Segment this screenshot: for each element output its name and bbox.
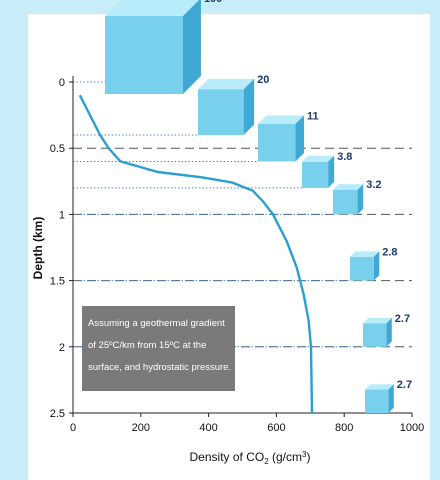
cube-side-face [373,251,380,281]
cube-label: 100 [204,0,222,5]
annotation-background [82,306,235,391]
annotation-line: Assuming a geothermal gradient [88,318,225,329]
x-tick-label: 600 [267,422,285,434]
cube-front-face [302,161,329,188]
cube-side-face [386,318,392,347]
x-tick-label: 400 [199,422,217,434]
cube-top-face [198,78,255,90]
density-curve-layer [78,94,314,414]
y-tick-label: 2.5 [50,408,65,420]
cube-top-face [105,0,200,16]
y-tick-label: 0 [59,77,65,89]
cube-label: 2.7 [397,379,412,391]
cube-side-face [357,184,364,215]
annotation-line: surface, and hydrostatic pressure. [88,362,231,373]
cube-top-face [258,115,305,124]
y-tick-label: 1.5 [50,276,65,288]
annotation-box: Assuming a geothermal gradient of 25ºC/km… [82,306,235,391]
annotation-line: of 25ºC/km from 15ºC at the [88,340,206,351]
cube-label: 2.8 [382,246,397,258]
cube-side-face [295,115,305,162]
x-tick-label: 1000 [400,422,424,434]
cube-label: 11 [307,110,319,122]
x-axis-title: Density of CO2 (g/cm3) [190,450,311,466]
y-tick-label: 2 [59,342,65,354]
cube-top-face [333,184,364,190]
cube-side-face [183,0,201,94]
x-tick-label: 800 [335,422,353,434]
x-tick-label: 0 [70,422,76,434]
cube-top-face [350,251,380,257]
density-curve [78,94,314,414]
cube-front-face [198,89,244,135]
y-tick-label: 1 [59,209,65,221]
y-tick-label: 0.5 [50,143,65,155]
cube-front-face [333,189,358,215]
cube-label: 3.8 [337,151,352,163]
cube-label: 20 [257,74,269,86]
cube-side-face [388,384,394,413]
cube-top-face [363,318,392,324]
cube-front-face [365,389,389,413]
cube-front-face [363,323,387,347]
axes: 0 0.5 1 1.5 2 2.5 0 200 400 600 800 1000 [50,76,424,434]
cube-front-face [258,124,296,162]
x-tick-label: 200 [132,422,150,434]
cubes-layer: 100 20 11 3.8 3.2 2.8 2.7 2.7 [105,0,412,413]
cube-top-face [302,155,335,162]
cube-front-face [350,256,374,281]
cube-label: 3.2 [366,179,381,191]
y-axis-title: Depth (km) [31,217,45,280]
cube-side-face [328,155,335,188]
cube-front-face [105,16,183,94]
cube-top-face [365,384,394,390]
cube-side-face [243,78,255,135]
cube-label: 2.7 [395,313,410,325]
